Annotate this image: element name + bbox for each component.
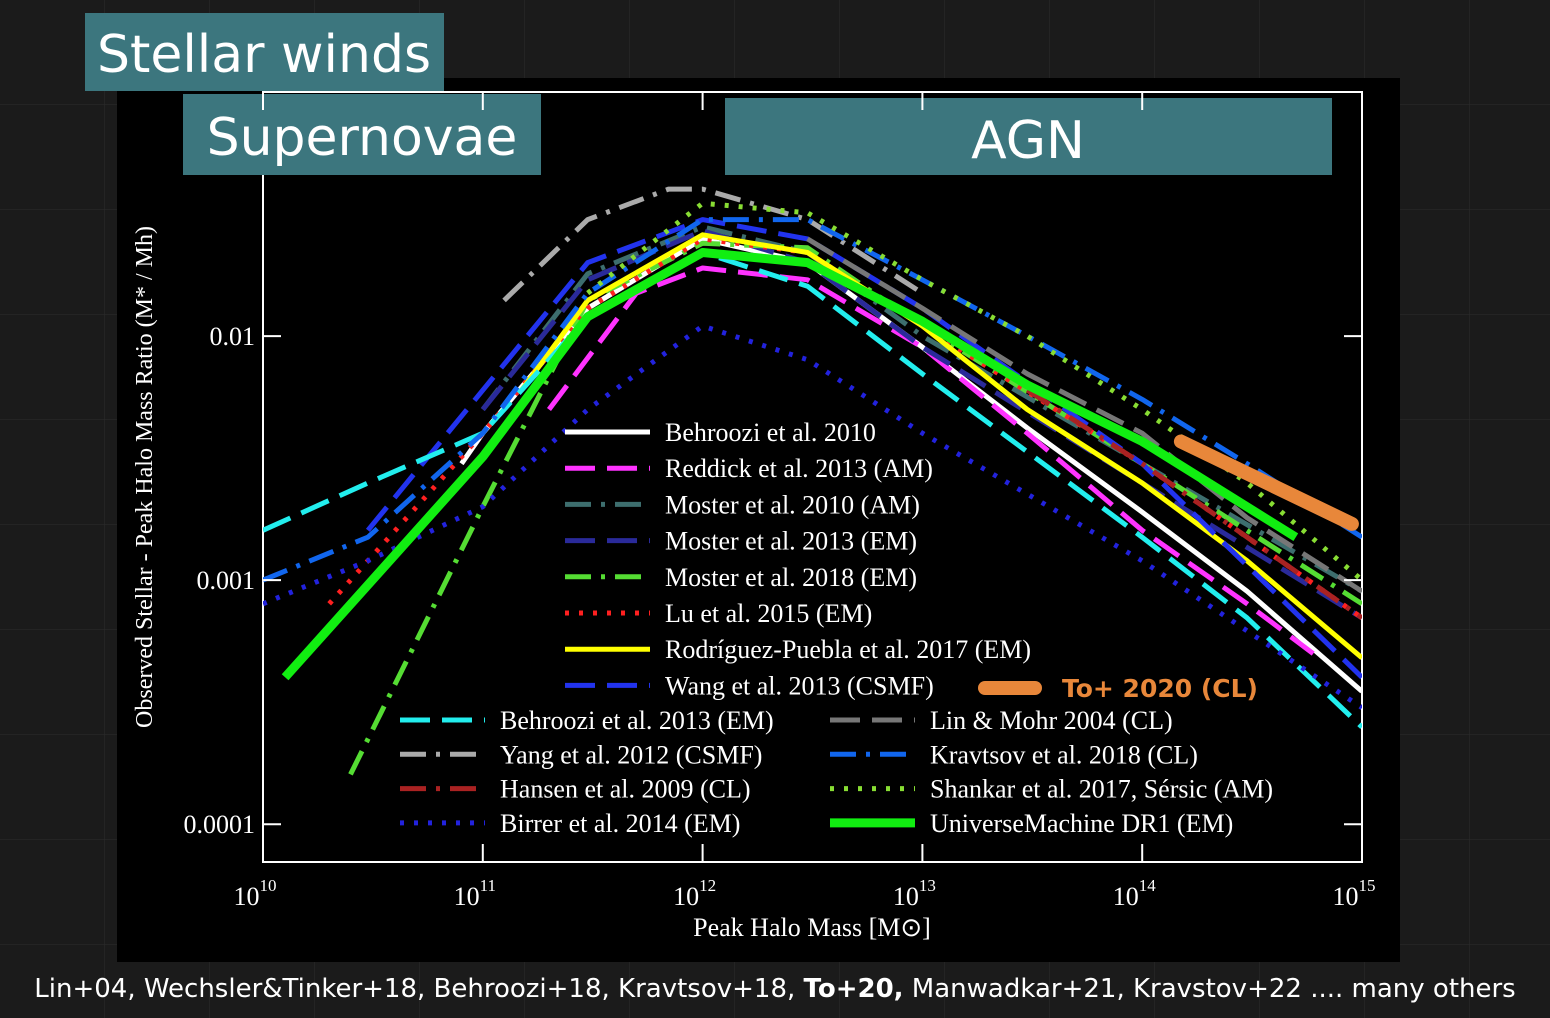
series-line: [281, 248, 1299, 681]
x-tick-label: 1013: [893, 876, 936, 911]
tick-base: 10: [1333, 882, 1359, 911]
annotation-box: [725, 98, 1332, 175]
legend-label: Lin & Mohr 2004 (CL): [930, 706, 1173, 735]
annotation: Stellar winds: [97, 25, 431, 85]
tick-base: 10: [893, 882, 919, 911]
legend-label: Behroozi et al. 2013 (EM): [500, 706, 774, 735]
annotation: Supernovae: [207, 108, 518, 168]
series-line: [365, 217, 1362, 680]
x-tick-label: 1014: [1113, 876, 1157, 911]
tick-base: 10: [234, 882, 260, 911]
series-line: [547, 265, 1315, 656]
legend-label: Behroozi et al. 2010: [665, 418, 876, 447]
y-tick-label: 0.0001: [184, 810, 256, 839]
tick-base: 10: [673, 882, 699, 911]
x-tick-label: 1010: [234, 876, 277, 911]
tick-power: 13: [919, 876, 936, 895]
tick-power: 15: [1359, 876, 1376, 895]
legend-label: Kravtsov et al. 2018 (CL): [930, 740, 1198, 769]
caption-part: Manwadkar+21, Kravstov+22 .... many othe…: [904, 974, 1516, 1004]
plot-area: [263, 186, 1362, 776]
legend-label: Lu et al. 2015 (EM): [665, 599, 872, 628]
series-line: [1173, 434, 1359, 531]
legend-label: Hansen et al. 2009 (CL): [500, 775, 751, 804]
annotation: AGN: [971, 111, 1085, 171]
tick-power: 10: [260, 876, 277, 895]
legend-label: Rodríguez-Puebla et al. 2017 (EM): [665, 635, 1031, 664]
tick-power: 11: [480, 876, 496, 895]
x-tick-label: 1015: [1333, 876, 1376, 911]
series-line: [263, 250, 1362, 729]
legend-label: Moster et al. 2010 (AM): [665, 490, 920, 519]
annotation-box: [183, 94, 541, 175]
x-tick-label: 1012: [673, 876, 716, 911]
chart-panel: [117, 78, 1400, 962]
legend-label: Moster et al. 2018 (EM): [665, 563, 917, 592]
tick-power: 12: [699, 876, 716, 895]
legend-label: Moster et al. 2013 (EM): [665, 527, 917, 556]
tick-base: 10: [454, 882, 480, 911]
x-tick-label: 1011: [454, 876, 496, 911]
legend-label: Wang et al. 2013 (CSMF): [665, 671, 934, 700]
y-axis-label: Observed Stellar - Peak Halo Mass Ratio …: [132, 226, 158, 728]
caption-part: To+20,: [804, 974, 904, 1004]
legend-label: Reddick et al. 2013 (AM): [665, 454, 933, 483]
tick-base: 10: [1113, 882, 1139, 911]
legend-label: Birrer et al. 2014 (EM): [500, 809, 740, 838]
y-tick-label: 0.001: [197, 566, 256, 595]
series-line: [327, 236, 1362, 620]
series-line: [263, 217, 1362, 583]
legend-label: Yang et al. 2012 (CSMF): [500, 740, 762, 769]
x-axis-label: Peak Halo Mass [M⊙]: [693, 913, 931, 942]
tick-power: 14: [1139, 876, 1157, 895]
series-line: [1025, 388, 1362, 620]
legend-label: Shankar et al. 2017, Sérsic (AM): [930, 775, 1273, 804]
caption: Lin+04, Wechsler&Tinker+18, Behroozi+18,…: [34, 974, 1515, 1004]
legend-label: UniverseMachine DR1 (EM): [930, 809, 1233, 838]
legend-label: To+ 2020 (CL): [1062, 674, 1258, 703]
annotation-box: [85, 13, 444, 91]
y-tick-label: 0.01: [210, 322, 256, 351]
plot-frame: [262, 91, 1363, 863]
caption-part: Lin+04, Wechsler&Tinker+18, Behroozi+18,…: [34, 974, 803, 1004]
series-line: [806, 236, 1362, 594]
